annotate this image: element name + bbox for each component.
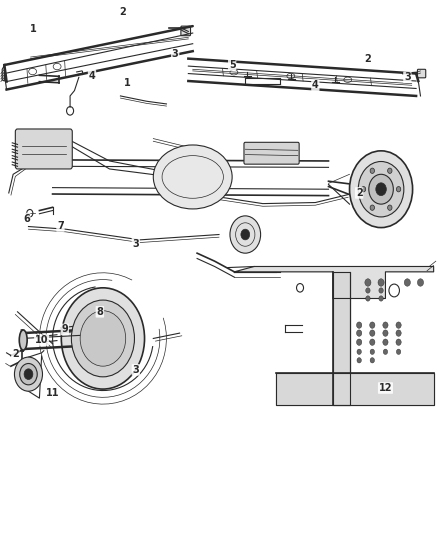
Circle shape (396, 349, 401, 354)
Circle shape (396, 187, 401, 192)
Text: 3: 3 (132, 239, 139, 248)
Circle shape (24, 369, 33, 379)
Text: 2: 2 (12, 350, 19, 359)
Circle shape (366, 288, 370, 293)
Text: 4: 4 (312, 80, 319, 90)
FancyBboxPatch shape (417, 69, 426, 78)
Circle shape (378, 279, 384, 286)
Circle shape (366, 296, 370, 301)
Polygon shape (276, 373, 434, 405)
Circle shape (369, 174, 393, 204)
Text: 1: 1 (124, 78, 131, 87)
Circle shape (379, 296, 383, 301)
Text: 3: 3 (172, 50, 179, 59)
Circle shape (357, 339, 362, 345)
Circle shape (383, 339, 388, 345)
Circle shape (350, 151, 413, 228)
Circle shape (370, 349, 374, 354)
Text: 1: 1 (29, 25, 36, 34)
Text: 11: 11 (46, 389, 59, 398)
Polygon shape (234, 266, 434, 298)
Circle shape (388, 205, 392, 211)
Text: 2: 2 (356, 188, 363, 198)
Circle shape (370, 205, 374, 211)
Circle shape (61, 288, 145, 389)
Circle shape (396, 339, 401, 345)
Text: 10: 10 (35, 335, 48, 345)
Text: 5: 5 (229, 60, 236, 70)
Text: 7: 7 (57, 221, 64, 231)
FancyBboxPatch shape (15, 129, 72, 169)
Text: 2: 2 (119, 7, 126, 17)
Ellipse shape (19, 330, 27, 350)
Circle shape (376, 183, 386, 196)
Polygon shape (333, 272, 350, 405)
Circle shape (20, 364, 37, 385)
Circle shape (357, 358, 361, 363)
Circle shape (370, 322, 375, 328)
Circle shape (361, 187, 366, 192)
Circle shape (383, 349, 388, 354)
Circle shape (370, 168, 374, 173)
Text: 3: 3 (132, 365, 139, 375)
Text: 6: 6 (23, 214, 30, 223)
Circle shape (404, 279, 410, 286)
Circle shape (365, 279, 371, 286)
Circle shape (396, 322, 401, 328)
Circle shape (358, 161, 404, 217)
Circle shape (80, 311, 126, 366)
Circle shape (14, 357, 42, 391)
Ellipse shape (153, 145, 232, 209)
Circle shape (357, 349, 361, 354)
Text: 2: 2 (364, 54, 371, 63)
Circle shape (357, 322, 362, 328)
Text: 12: 12 (379, 383, 392, 393)
Circle shape (370, 358, 374, 363)
Circle shape (417, 279, 424, 286)
FancyBboxPatch shape (181, 26, 191, 36)
Circle shape (383, 322, 388, 328)
Circle shape (396, 330, 401, 336)
Circle shape (71, 300, 134, 377)
Circle shape (230, 216, 261, 253)
Circle shape (370, 339, 375, 345)
Circle shape (370, 330, 375, 336)
FancyBboxPatch shape (244, 142, 299, 164)
Circle shape (388, 168, 392, 173)
Text: 9: 9 (61, 325, 68, 334)
Text: 3: 3 (404, 72, 411, 82)
Circle shape (379, 288, 383, 293)
Circle shape (241, 229, 250, 240)
Text: 4: 4 (88, 71, 95, 80)
Circle shape (357, 330, 362, 336)
Circle shape (383, 330, 388, 336)
Text: 8: 8 (96, 307, 103, 317)
